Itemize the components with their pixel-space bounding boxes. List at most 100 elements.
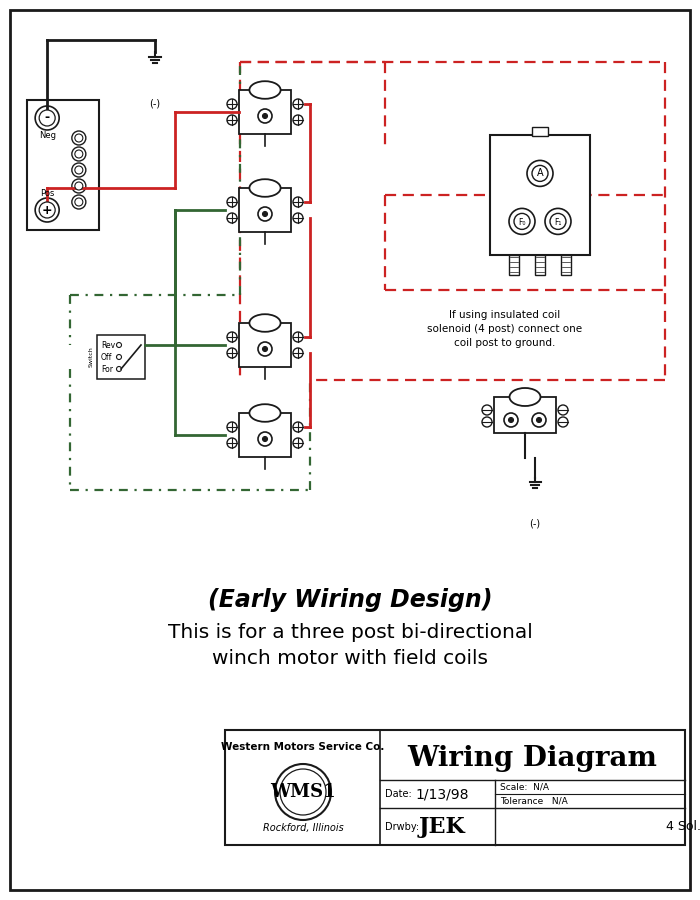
Circle shape [482,405,492,415]
Bar [239,90,291,134]
Text: (Early Wiring Design): (Early Wiring Design) [208,588,492,612]
Circle shape [72,163,86,177]
Circle shape [258,342,272,356]
Circle shape [39,110,55,126]
Circle shape [293,213,303,223]
Text: Western Motors Service Co.: Western Motors Service Co. [221,742,385,752]
Text: Tolerance   N/A: Tolerance N/A [500,796,568,806]
Circle shape [558,405,568,415]
Circle shape [227,99,237,109]
Circle shape [293,332,303,342]
Bar [532,127,548,136]
Text: +: + [42,203,52,217]
Text: solenoid (4 post) connect one: solenoid (4 post) connect one [428,324,582,334]
Circle shape [293,197,303,207]
Circle shape [482,417,492,427]
Text: Wiring Diagram: Wiring Diagram [407,744,657,771]
Bar [239,323,291,367]
Ellipse shape [249,314,281,332]
Bar [535,255,545,275]
Circle shape [293,422,303,432]
Text: Off: Off [101,353,113,362]
Circle shape [536,418,542,422]
Ellipse shape [510,388,540,406]
Text: 1/13/98: 1/13/98 [415,787,469,801]
Text: Drwby:: Drwby: [385,822,419,832]
Circle shape [75,150,83,158]
Circle shape [227,422,237,432]
Circle shape [258,207,272,221]
Circle shape [258,109,272,123]
Circle shape [72,195,86,209]
Bar [239,413,291,457]
Circle shape [550,213,566,230]
Text: Scale:  N/A: Scale: N/A [500,782,549,791]
Text: Switch: Switch [88,346,94,367]
Text: Rev: Rev [101,340,115,349]
Text: Rockford, Illinois: Rockford, Illinois [262,823,344,833]
Text: JEK: JEK [419,815,466,838]
Circle shape [75,182,83,190]
Text: A: A [537,168,543,178]
Bar [561,255,571,275]
Ellipse shape [249,404,281,422]
Circle shape [527,160,553,186]
Ellipse shape [249,179,281,197]
Text: F₀: F₀ [518,218,526,227]
Text: Pos: Pos [40,190,55,199]
Bar [27,100,99,230]
Circle shape [262,113,267,119]
Circle shape [75,166,83,174]
Bar [97,335,145,379]
Circle shape [545,209,571,234]
Circle shape [72,179,86,193]
Text: 4 Sol. Winch: 4 Sol. Winch [666,820,700,833]
Circle shape [75,134,83,142]
Circle shape [293,115,303,125]
Circle shape [75,198,83,206]
Circle shape [227,348,237,358]
Circle shape [262,436,267,442]
Text: WMS1: WMS1 [270,783,336,801]
Bar [239,188,291,232]
Circle shape [280,769,326,815]
Text: -: - [45,112,50,124]
Circle shape [262,212,267,217]
Bar [490,135,590,255]
Circle shape [293,348,303,358]
Ellipse shape [249,81,281,99]
Bar [225,730,685,845]
Circle shape [227,213,237,223]
Circle shape [514,213,530,230]
Text: winch motor with field coils: winch motor with field coils [212,649,488,668]
Circle shape [532,413,546,427]
Bar [509,255,519,275]
Text: (-): (-) [149,98,160,108]
Circle shape [532,166,548,182]
Text: Date:: Date: [385,789,412,799]
Circle shape [39,202,55,218]
Text: If using insulated coil: If using insulated coil [449,310,561,320]
Circle shape [227,197,237,207]
Text: This is for a three post bi-directional: This is for a three post bi-directional [167,624,533,643]
Circle shape [508,418,514,422]
Circle shape [504,413,518,427]
Circle shape [116,355,122,359]
Circle shape [509,209,535,234]
Circle shape [227,438,237,448]
Circle shape [72,147,86,161]
Text: (-): (-) [529,518,540,528]
Circle shape [227,115,237,125]
Circle shape [116,366,122,372]
Circle shape [227,332,237,342]
Circle shape [258,432,272,446]
Circle shape [35,198,60,222]
Circle shape [35,106,60,130]
Text: For: For [101,364,113,373]
Circle shape [293,99,303,109]
Text: Neg: Neg [38,130,56,140]
Bar [494,397,556,433]
Circle shape [275,764,331,820]
Text: F₁: F₁ [554,218,561,227]
Circle shape [116,343,122,347]
